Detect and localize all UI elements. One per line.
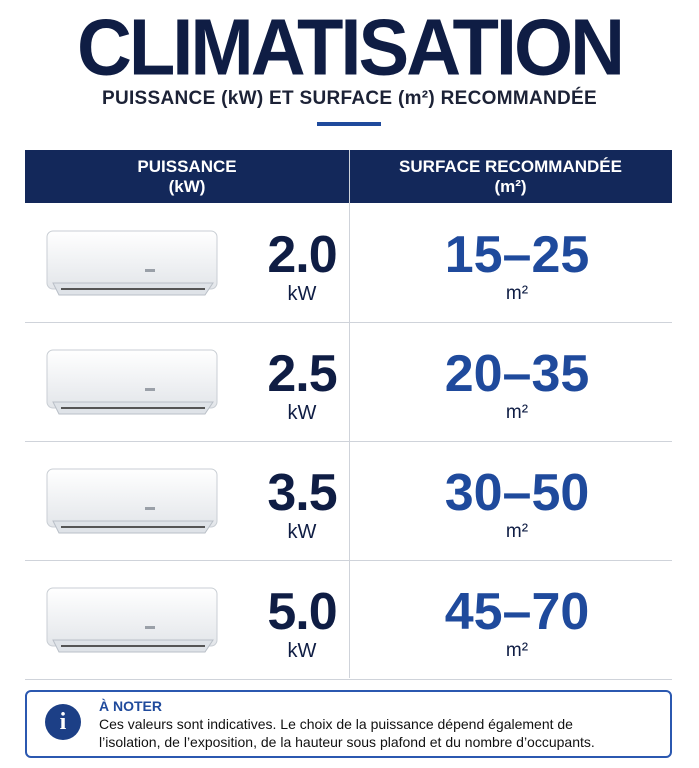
table-header: PUISSANCE (kW) SURFACE RECOMMANDÉE (m²) xyxy=(25,150,672,203)
column-divider xyxy=(349,150,350,678)
ac-unit xyxy=(45,227,219,304)
title: CLIMATISATION xyxy=(77,2,625,93)
note-text: l’isolation, de l’exposition, de la haut… xyxy=(99,734,595,750)
header-cell: PUISSANCE (kW) xyxy=(25,157,349,197)
header-label: PUISSANCE xyxy=(137,157,237,176)
power-value: 2.5 xyxy=(267,345,337,403)
ac-unit-image xyxy=(46,468,218,534)
power-unit: kW xyxy=(287,640,317,662)
title-rule xyxy=(317,122,381,126)
info-icon: i xyxy=(45,704,81,740)
power-unit: kW xyxy=(287,521,317,543)
surface-value: 20–35 xyxy=(444,345,590,403)
surface-value: 45–70 xyxy=(444,583,590,641)
surface-unit: m² xyxy=(505,521,529,542)
header-unit: (m²) xyxy=(494,177,527,196)
surface-unit: m² xyxy=(505,402,529,423)
table-row: 5.0 kW 45–70 m² xyxy=(25,560,672,680)
ac-unit xyxy=(45,346,219,423)
ac-unit xyxy=(45,584,219,661)
ac-unit-image xyxy=(46,349,218,415)
ac-unit-image xyxy=(46,587,218,653)
header-unit: (kW) xyxy=(168,177,206,196)
power-unit: kW xyxy=(287,283,317,305)
surface-value: 15–25 xyxy=(444,226,590,284)
note-text: Ces valeurs sont indicatives. Le choix d… xyxy=(99,716,573,732)
header-label: SURFACE RECOMMANDÉE xyxy=(399,157,622,176)
ac-unit xyxy=(45,465,219,542)
note-box: i À NOTER Ces valeurs sont indicatives. … xyxy=(25,690,672,758)
surface-value: 30–50 xyxy=(444,464,590,522)
table-row: 2.0 kW 15–25 m² xyxy=(25,203,672,323)
power-value: 5.0 xyxy=(267,583,337,641)
power-value: 2.0 xyxy=(267,226,337,284)
surface-unit: m² xyxy=(505,283,529,304)
surface-unit: m² xyxy=(505,640,529,661)
table-row: 2.5 kW 20–35 m² xyxy=(25,322,672,442)
table-row: 3.5 kW 30–50 m² xyxy=(25,441,672,561)
note-title: À NOTER xyxy=(99,698,162,714)
power-unit: kW xyxy=(287,402,317,424)
subtitle: PUISSANCE (kW) ET SURFACE (m²) RECOMMAND… xyxy=(101,88,597,109)
ac-unit-image xyxy=(46,230,218,296)
power-value: 3.5 xyxy=(267,464,337,522)
header-cell: SURFACE RECOMMANDÉE (m²) xyxy=(349,157,672,197)
